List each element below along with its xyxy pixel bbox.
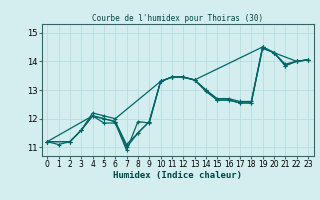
Title: Courbe de l'humidex pour Thoiras (30): Courbe de l'humidex pour Thoiras (30) bbox=[92, 14, 263, 23]
X-axis label: Humidex (Indice chaleur): Humidex (Indice chaleur) bbox=[113, 171, 242, 180]
